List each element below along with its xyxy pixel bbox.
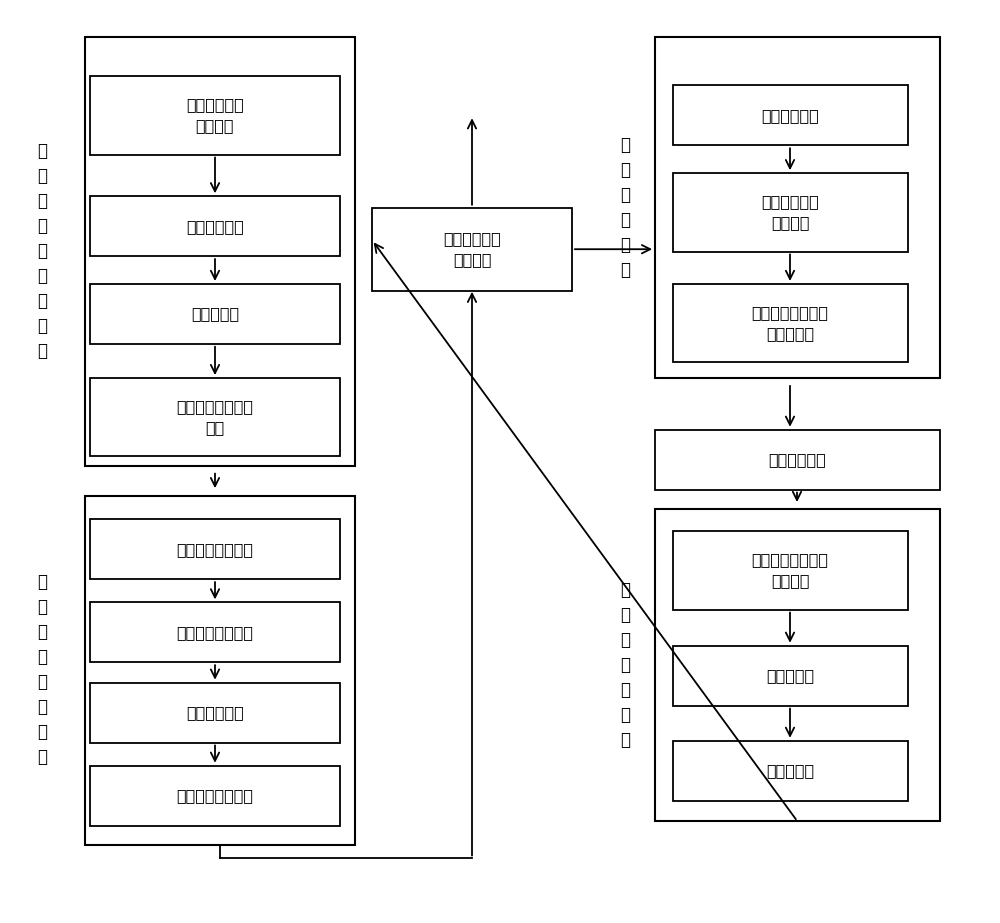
Bar — [673, 174, 908, 251]
Text: 数
据
预
处
理
及
初
始
化: 数 据 预 处 理 及 初 始 化 — [37, 142, 47, 360]
Bar — [85, 37, 355, 466]
Bar — [655, 430, 940, 489]
Bar — [673, 284, 908, 362]
Bar — [90, 77, 340, 154]
Bar — [673, 86, 908, 145]
Text: 数据预处理: 数据预处理 — [766, 668, 814, 683]
Bar — [90, 284, 340, 344]
Text: 归一化处理: 归一化处理 — [191, 306, 239, 321]
Bar — [85, 496, 355, 845]
Text: 采集高炉生产
历史数据: 采集高炉生产 历史数据 — [186, 97, 244, 134]
Text: 鲁
棒
懒
惰
学
习
建
模: 鲁 棒 懒 惰 学 习 建 模 — [37, 572, 47, 766]
Bar — [673, 531, 908, 609]
Text: 计算参考轨迹: 计算参考轨迹 — [761, 108, 819, 123]
Bar — [90, 378, 340, 456]
Bar — [90, 603, 340, 663]
Bar — [655, 37, 940, 378]
Text: 高炉炼铁系统: 高炉炼铁系统 — [768, 452, 826, 467]
Text: 构造优化控制
性能指标: 构造优化控制 性能指标 — [761, 194, 819, 231]
Bar — [90, 519, 340, 580]
Bar — [90, 766, 340, 825]
Text: 序贯二次规划计算
最优控制量: 序贯二次规划计算 最优控制量 — [752, 305, 828, 342]
Text: 支持向量回归
预测模型: 支持向量回归 预测模型 — [443, 231, 501, 268]
Text: 处理异常数据: 处理异常数据 — [186, 705, 244, 720]
Text: 更新数据库: 更新数据库 — [766, 763, 814, 778]
Bar — [372, 208, 572, 291]
Text: 支持向量回归建模: 支持向量回归建模 — [176, 788, 254, 803]
Bar — [673, 646, 908, 705]
Text: 反
馈
校
正
预
测
值: 反 馈 校 正 预 测 值 — [620, 581, 630, 749]
Text: 最优相似学习子集: 最优相似学习子集 — [176, 625, 254, 640]
Bar — [90, 683, 340, 742]
Text: 构造查询回归向量: 构造查询回归向量 — [176, 542, 254, 557]
Bar — [673, 740, 908, 801]
Text: 采集最新一组高炉
测量数据: 采集最新一组高炉 测量数据 — [752, 552, 828, 589]
Text: 滚
动
优
化
控
制: 滚 动 优 化 控 制 — [620, 137, 630, 279]
Text: 噪声尖峰滤波: 噪声尖峰滤波 — [186, 219, 244, 234]
Bar — [90, 197, 340, 256]
Bar — [655, 509, 940, 821]
Text: 初始数据库及相关
参数: 初始数据库及相关 参数 — [176, 399, 254, 436]
